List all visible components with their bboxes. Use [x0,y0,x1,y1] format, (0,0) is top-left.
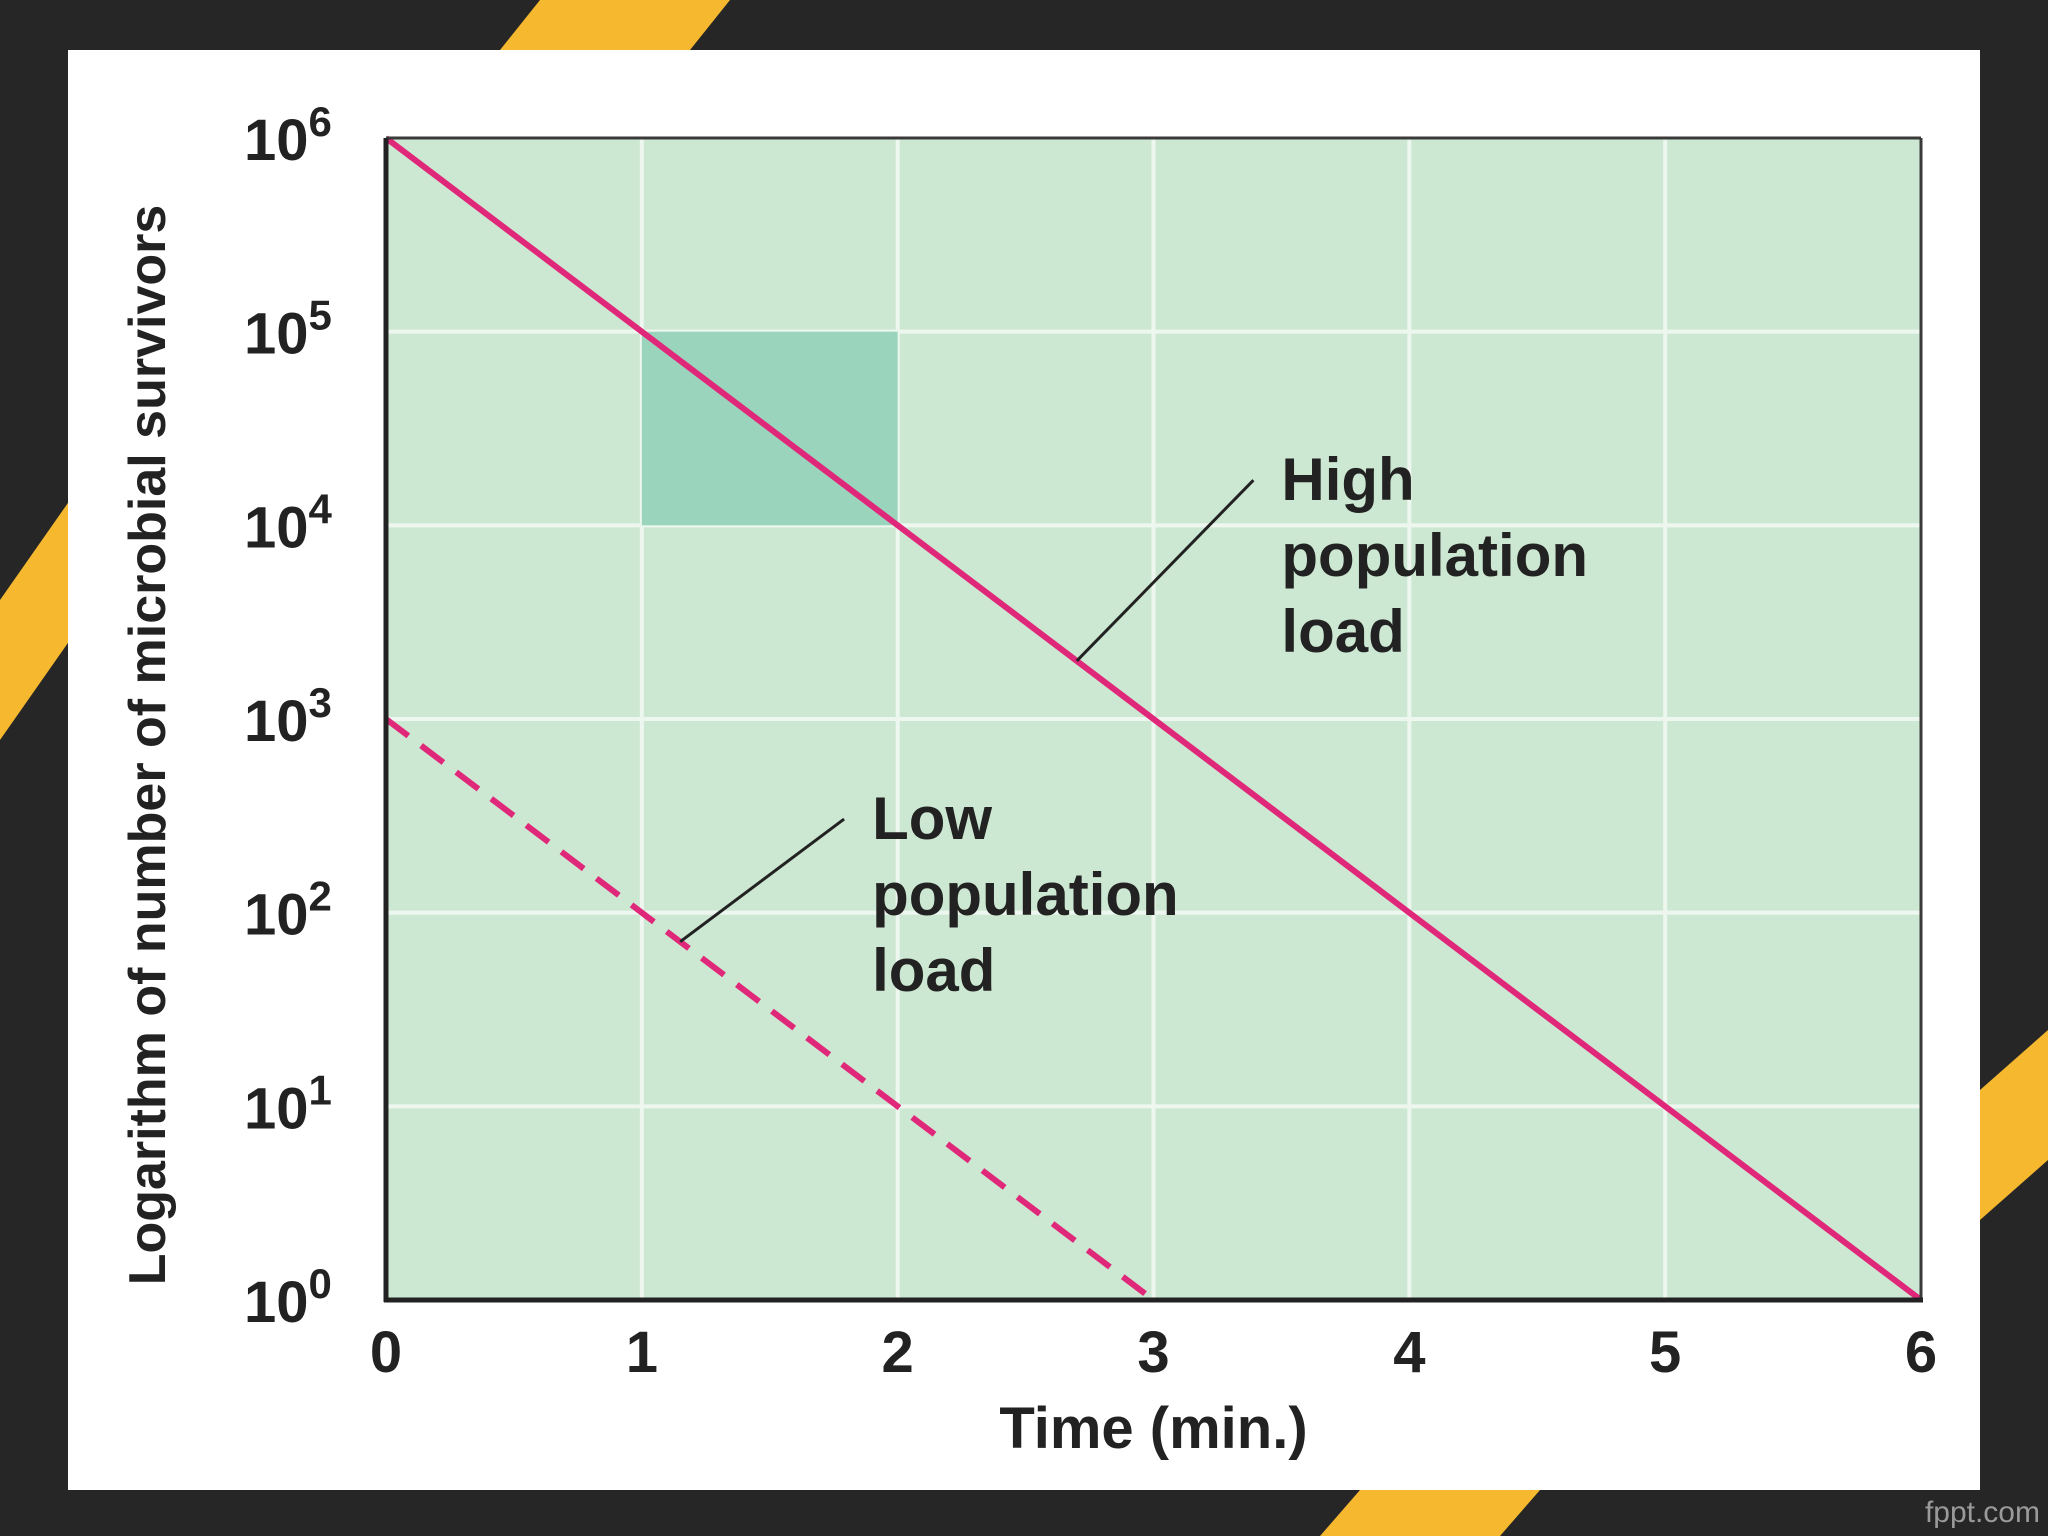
annotation-leaders [679,479,1255,943]
y-tick-label: 100 [244,1260,332,1335]
x-tick-label: 2 [882,1320,914,1385]
x-tick-label: 6 [1905,1320,1937,1385]
accent-stripe-left [0,500,70,740]
annotation-high-population-load: High population load [1281,446,1588,665]
series-lines [384,135,1923,1303]
y-tick-label: 103 [244,679,332,754]
accent-stripe-bottom [1320,1490,1540,1536]
annotation-leader-line [679,817,845,943]
y-tick-label: 106 [244,98,332,173]
y-tick-label: 101 [244,1066,332,1141]
y-axis-title: Logarithm of number of microbial survivo… [119,205,177,1286]
axes [383,136,1923,1303]
x-tick-label: 5 [1649,1320,1681,1385]
y-tick-label: 104 [244,485,333,560]
x-axis-title: Time (min.) [999,1396,1307,1461]
x-tick-labels: 0 1 2 3 4 5 6 [370,1320,1937,1385]
series-annotations: High population load Low population load [872,446,1588,1004]
y-tick-labels: 100 101 102 103 104 105 106 [244,98,333,1335]
annotation-leader-line [1075,479,1255,662]
x-tick-label: 1 [626,1320,658,1385]
series-line-low-load [384,716,1156,1303]
series-line-high-load [384,135,1923,1303]
watermark: fppt.com [1924,1496,2040,1529]
y-tick-label: 102 [244,873,332,948]
accent-stripe-right [1980,1030,2048,1220]
annotation-low-population-load: Low population load [872,785,1179,1004]
y-tick-label: 105 [244,292,332,367]
x-tick-label: 4 [1393,1320,1425,1385]
x-tick-label: 3 [1137,1320,1169,1385]
x-tick-label: 0 [370,1320,402,1385]
accent-stripe-top [500,0,730,50]
